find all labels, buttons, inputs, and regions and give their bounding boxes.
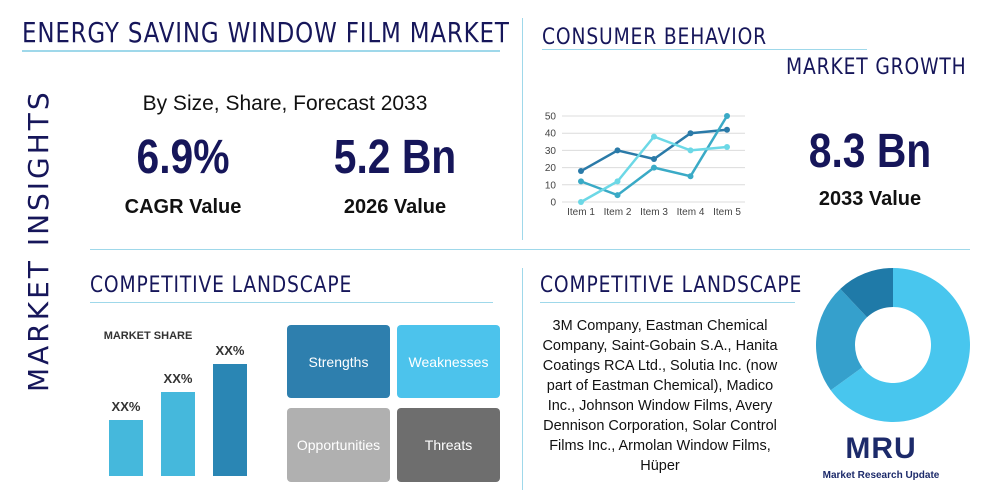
bar bbox=[213, 364, 247, 476]
x-tick-label: Item 4 bbox=[677, 207, 705, 218]
y-tick-label: 10 bbox=[545, 180, 557, 191]
swot-box: Strengths bbox=[287, 325, 390, 398]
stat-value: 6.9% bbox=[136, 131, 230, 184]
heading: COMPETITIVE LANDSCAPE bbox=[540, 273, 803, 298]
x-tick-label: Item 2 bbox=[604, 207, 632, 218]
bar-chart-title: MARKET SHARE bbox=[104, 330, 193, 342]
heading: MARKET GROWTH bbox=[786, 55, 967, 80]
point bbox=[578, 178, 584, 185]
point bbox=[578, 199, 584, 205]
stat-label: CAGR Value bbox=[124, 196, 242, 218]
donut-slice bbox=[840, 268, 893, 318]
point bbox=[724, 126, 730, 133]
bar bbox=[161, 392, 195, 476]
donut-slice bbox=[830, 268, 970, 423]
divider bbox=[90, 249, 970, 250]
line bbox=[580, 115, 729, 197]
value-label: XX% bbox=[112, 399, 141, 414]
title-rule bbox=[22, 50, 500, 52]
point bbox=[687, 147, 694, 154]
divider bbox=[522, 268, 523, 490]
value-label: XX% bbox=[164, 371, 193, 386]
title: ENERGY SAVING WINDOW FILM MARKET bbox=[22, 16, 510, 49]
heading: CONSUMER BEHAVIOR bbox=[542, 25, 767, 50]
y-tick-label: 20 bbox=[545, 163, 557, 174]
x-tick-label: Item 3 bbox=[640, 207, 668, 218]
stat-value: 8.3 Bn bbox=[808, 125, 932, 178]
heading-rule bbox=[542, 49, 867, 50]
swot-box: Threats bbox=[397, 408, 500, 482]
heading-rule bbox=[540, 302, 795, 303]
companies: 3M Company, Eastman Chemical Company, Sa… bbox=[542, 318, 778, 474]
point bbox=[614, 147, 621, 154]
point bbox=[614, 192, 621, 199]
point bbox=[724, 143, 730, 150]
point bbox=[651, 164, 657, 171]
heading: COMPETITIVE LANDSCAPE bbox=[90, 273, 353, 298]
heading-rule bbox=[90, 302, 493, 303]
x-tick-label: Item 5 bbox=[713, 207, 741, 218]
point bbox=[651, 133, 657, 140]
point bbox=[724, 113, 730, 119]
swot-box: Weaknesses bbox=[397, 325, 500, 398]
logo-mark: MRU bbox=[845, 432, 917, 465]
logo-text: Market Research Update bbox=[822, 470, 940, 481]
x-tick-label: Item 1 bbox=[567, 207, 595, 218]
stat-label: 2026 Value bbox=[343, 196, 447, 218]
subtitle: By Size, Share, Forecast 2033 bbox=[142, 92, 428, 115]
point bbox=[651, 156, 657, 162]
point bbox=[687, 130, 694, 137]
bar bbox=[109, 420, 143, 476]
value-label: XX% bbox=[216, 343, 245, 358]
y-tick-label: 0 bbox=[550, 198, 556, 209]
point bbox=[614, 178, 621, 185]
divider bbox=[522, 18, 523, 240]
y-tick-label: 50 bbox=[545, 112, 557, 123]
stat-value: 5.2 Bn bbox=[333, 131, 457, 184]
y-tick-label: 30 bbox=[545, 146, 557, 157]
y-tick-label: 40 bbox=[545, 129, 557, 140]
point bbox=[687, 173, 694, 180]
donut-slice bbox=[816, 288, 867, 391]
swot-box: Opportunities bbox=[287, 408, 390, 482]
point bbox=[578, 168, 584, 175]
stat-label: 2033 Value bbox=[818, 188, 922, 210]
